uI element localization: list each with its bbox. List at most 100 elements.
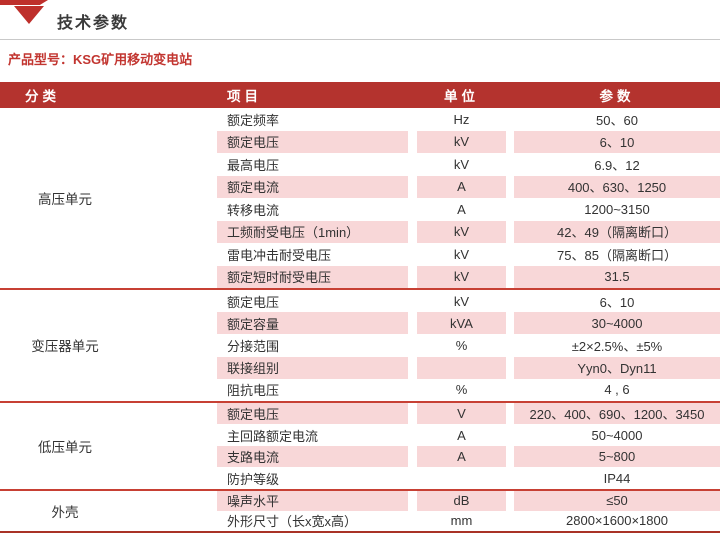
column-gap bbox=[408, 312, 417, 335]
item-cell: 主回路额定电流 bbox=[227, 428, 319, 444]
item-cell: 额定短时耐受电压 bbox=[217, 265, 408, 288]
table-row: 噪声水平 dB ≤50 bbox=[217, 490, 720, 511]
column-gap bbox=[506, 198, 514, 221]
unit-cell: kV bbox=[453, 293, 470, 309]
item-cell: 雷电冲击耐受电压 bbox=[227, 247, 332, 263]
unit-cell bbox=[417, 356, 506, 379]
unit-cell: % bbox=[455, 337, 468, 353]
column-gap bbox=[506, 490, 514, 511]
table-row: 额定容量 kVA 30~4000 bbox=[217, 312, 720, 335]
header-param: 参数 bbox=[599, 89, 635, 104]
column-gap bbox=[506, 175, 514, 198]
param-cell: 6、10 bbox=[599, 294, 635, 310]
column-gap bbox=[506, 220, 514, 243]
param-cell: 2800×1600×1800 bbox=[566, 513, 668, 529]
param-cell: 31.5 bbox=[514, 265, 720, 288]
ribbon-decoration bbox=[0, 0, 48, 5]
column-gap bbox=[506, 130, 514, 153]
column-gap bbox=[408, 356, 417, 379]
section-rows: 额定电压 V 220、400、690、1200、3450 主回路额定电流 A 5… bbox=[217, 402, 720, 489]
item-cell: 噪声水平 bbox=[217, 490, 408, 511]
column-gap bbox=[506, 424, 514, 446]
category-label: 变压器单元 bbox=[31, 339, 99, 355]
column-gap bbox=[408, 467, 417, 489]
section-divider bbox=[0, 400, 720, 403]
column-gap bbox=[506, 243, 514, 266]
table-row: 额定频率 Hz 50、60 bbox=[217, 108, 720, 131]
table-row: 主回路额定电流 A 50~4000 bbox=[217, 424, 720, 446]
param-cell: 6、10 bbox=[514, 130, 720, 153]
table-row: 外形尺寸（长x宽x高） mm 2800×1600×1800 bbox=[217, 510, 720, 531]
category-cell: 外壳 bbox=[0, 491, 217, 531]
unit-cell: V bbox=[417, 402, 506, 425]
unit-cell: mm bbox=[450, 513, 473, 529]
table-row: 分接范围 % ±2×2.5%、±5% bbox=[217, 334, 720, 357]
table-row: 支路电流 A 5~800 bbox=[217, 445, 720, 468]
table-section: 低压单元 额定电压 V 220、400、690、1200、3450 主回路额定电… bbox=[0, 402, 720, 489]
table-row: 最高电压 kV 6.9、12 bbox=[217, 153, 720, 176]
param-cell: ≤50 bbox=[514, 490, 720, 511]
param-cell: 400、630、1250 bbox=[514, 175, 720, 198]
item-cell: 防护等级 bbox=[227, 471, 280, 487]
column-gap bbox=[408, 490, 417, 511]
item-cell: 工频耐受电压（1min） bbox=[217, 220, 408, 243]
header-item: 项目 bbox=[227, 89, 262, 104]
unit-cell: kV bbox=[453, 156, 470, 172]
table-body: 高压单元 额定频率 Hz 50、60 额定电压 kV 6、10 最高电压 kV … bbox=[0, 108, 720, 533]
category-label: 低压单元 bbox=[38, 439, 92, 455]
item-cell: 联接组别 bbox=[217, 356, 408, 379]
table-row: 额定电流 A 400、630、1250 bbox=[217, 175, 720, 198]
column-gap bbox=[408, 220, 417, 243]
column-gap bbox=[408, 445, 417, 468]
column-gap bbox=[408, 198, 417, 221]
param-cell: 42、49（隔离断口） bbox=[514, 220, 720, 243]
column-gap bbox=[506, 108, 514, 131]
title-divider bbox=[0, 39, 720, 40]
column-gap bbox=[506, 356, 514, 379]
spec-table: 分类 项目 单位 参数 高压单元 额定频率 Hz 50、60 额定电压 kV 6… bbox=[0, 82, 720, 533]
product-model-text: 产品型号：KSG矿用移动变电站 bbox=[8, 52, 193, 67]
unit-cell: A bbox=[457, 427, 466, 443]
category-cell: 高压单元 bbox=[0, 108, 217, 288]
unit-cell: A bbox=[417, 175, 506, 198]
column-gap bbox=[408, 510, 417, 531]
param-cell: 220、400、690、1200、3450 bbox=[514, 402, 720, 425]
param-cell: 50~4000 bbox=[591, 427, 643, 443]
table-row: 雷电冲击耐受电压 kV 75、85（隔离断口） bbox=[217, 243, 720, 266]
table-header-row: 分类 项目 单位 参数 bbox=[0, 82, 720, 108]
item-cell: 最高电压 bbox=[227, 157, 280, 173]
column-gap bbox=[408, 130, 417, 153]
column-gap bbox=[506, 265, 514, 288]
column-gap bbox=[408, 402, 417, 425]
table-row: 额定电压 V 220、400、690、1200、3450 bbox=[217, 402, 720, 425]
table-row: 工频耐受电压（1min） kV 42、49（隔离断口） bbox=[217, 220, 720, 243]
column-gap bbox=[408, 334, 417, 357]
table-section: 高压单元 额定频率 Hz 50、60 额定电压 kV 6、10 最高电压 kV … bbox=[0, 108, 720, 288]
param-cell: 1200~3150 bbox=[584, 201, 650, 217]
column-gap bbox=[506, 334, 514, 357]
unit-cell: % bbox=[455, 382, 468, 398]
table-section: 变压器单元 额定电压 kV 6、10 额定容量 kVA 30~4000 分接范围… bbox=[0, 290, 720, 401]
item-cell: 阻抗电压 bbox=[227, 383, 280, 399]
item-cell: 额定电压 bbox=[217, 130, 408, 153]
column-gap bbox=[506, 378, 514, 401]
unit-cell: A bbox=[457, 201, 466, 217]
category-label: 高压单元 bbox=[38, 192, 92, 207]
unit-cell: Hz bbox=[453, 111, 470, 127]
param-cell: 50、60 bbox=[596, 112, 638, 128]
column-gap bbox=[408, 153, 417, 176]
param-cell: Yyn0、Dyn11 bbox=[514, 356, 720, 379]
section-rows: 额定电压 kV 6、10 额定容量 kVA 30~4000 分接范围 % ±2×… bbox=[217, 290, 720, 401]
column-gap bbox=[506, 467, 514, 489]
param-cell: 4 , 6 bbox=[604, 382, 630, 398]
item-cell: 额定电压 bbox=[217, 402, 408, 425]
unit-cell: kV bbox=[453, 246, 470, 262]
section-divider bbox=[0, 488, 720, 491]
table-row: 额定电压 kV 6、10 bbox=[217, 290, 720, 313]
section-rows: 额定频率 Hz 50、60 额定电压 kV 6、10 最高电压 kV 6.9、1… bbox=[217, 108, 720, 288]
unit-cell: dB bbox=[417, 490, 506, 511]
table-section: 外壳 噪声水平 dB ≤50 外形尺寸（长x宽x高） mm 2800×1600×… bbox=[0, 490, 720, 531]
table-row: 阻抗电压 % 4 , 6 bbox=[217, 378, 720, 401]
table-row: 额定电压 kV 6、10 bbox=[217, 130, 720, 153]
